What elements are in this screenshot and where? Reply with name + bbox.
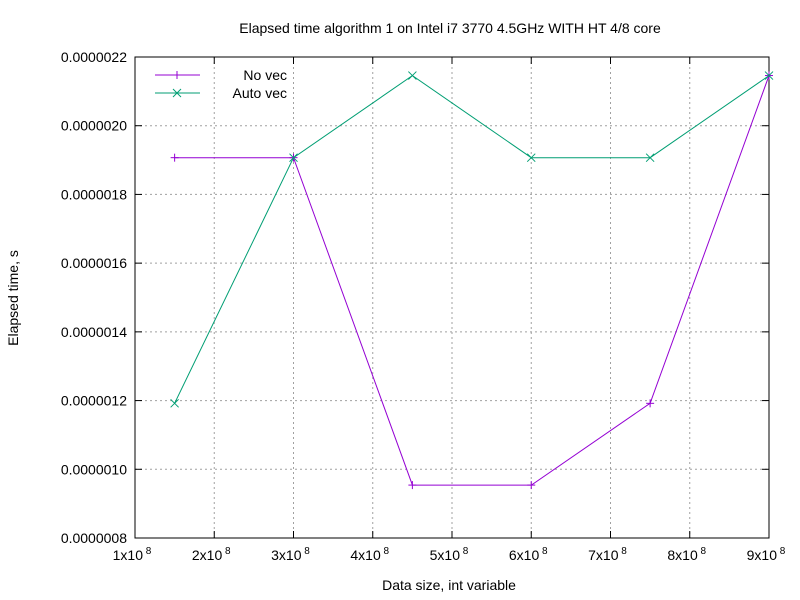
legend-item: No vec <box>155 67 287 83</box>
grid <box>135 57 769 538</box>
y-tick-label: 0.0000008 <box>61 530 127 546</box>
x-tick-label: 4x10 8 <box>350 546 389 563</box>
y-tick-label: 0.0000010 <box>61 461 127 477</box>
y-axis-label: Elapsed time, s <box>5 250 21 346</box>
marker-stroke <box>408 71 417 80</box>
x-tick-label: 2x10 8 <box>192 546 231 563</box>
data-point <box>764 71 774 80</box>
x-tick-label: 1x10 8 <box>113 546 152 563</box>
x-tick-label: 5x10 8 <box>430 546 469 563</box>
y-tick-label: 0.0000016 <box>61 255 127 271</box>
x-tick-label: 9x10 8 <box>747 546 786 563</box>
legend-marker <box>173 71 181 79</box>
legend: No vec Auto vec <box>155 67 287 101</box>
x-tick-label: 7x10 8 <box>588 546 627 563</box>
chart-title: Elapsed time algorithm 1 on Intel i7 377… <box>239 20 661 36</box>
legend-label: Auto vec <box>233 85 287 101</box>
series-1 <box>170 71 773 490</box>
y-tick-label: 0.0000020 <box>61 118 127 134</box>
data-point <box>170 398 179 408</box>
x-tick-label: 6x10 8 <box>509 546 548 563</box>
data-point <box>526 153 536 163</box>
x-tick-label: 8x10 8 <box>667 546 706 563</box>
data-point <box>170 153 179 162</box>
series-2 <box>170 71 774 408</box>
marker-stroke <box>645 153 655 163</box>
legend-marker <box>172 88 182 98</box>
x-axis-label: Data size, int variable <box>382 577 516 593</box>
marker-stroke <box>764 71 774 80</box>
ticks: 0.0000008 0.0000010 0.0000012 0.0000014 0.00… <box>61 49 786 563</box>
data-point <box>527 481 536 490</box>
data-point <box>646 399 655 408</box>
data-point <box>408 71 417 80</box>
marker-stroke <box>289 153 298 163</box>
data-point <box>645 153 655 163</box>
marker-stroke <box>170 398 179 408</box>
series-layer <box>170 71 774 490</box>
marker-stroke <box>172 88 182 98</box>
data-point <box>289 153 298 163</box>
y-tick-label: 0.0000014 <box>61 324 127 340</box>
y-tick-label: 0.0000018 <box>61 186 127 202</box>
series-line <box>174 75 770 486</box>
legend-label: No vec <box>243 67 287 83</box>
marker-stroke <box>526 153 536 163</box>
series-line <box>174 74 770 404</box>
y-tick-label: 0.0000022 <box>61 49 127 65</box>
x-tick-label: 3x10 8 <box>271 546 310 563</box>
data-point <box>408 481 417 490</box>
legend-item: Auto vec <box>155 85 287 101</box>
y-tick-label: 0.0000012 <box>61 393 127 409</box>
